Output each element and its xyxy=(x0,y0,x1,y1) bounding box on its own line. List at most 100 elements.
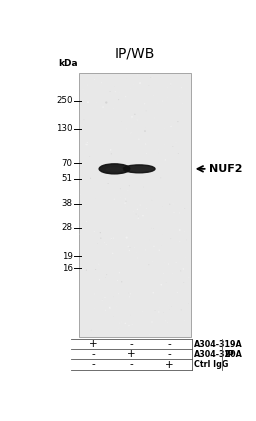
Point xyxy=(147,82,151,88)
Point xyxy=(133,111,137,118)
Point xyxy=(80,164,84,171)
Point xyxy=(185,237,189,243)
Point xyxy=(144,247,148,253)
Point xyxy=(169,235,173,242)
Point xyxy=(136,215,140,222)
Point xyxy=(181,109,185,115)
Point xyxy=(118,269,122,276)
Point xyxy=(163,317,167,324)
Ellipse shape xyxy=(106,168,123,171)
Point xyxy=(123,320,127,327)
Point xyxy=(84,218,89,225)
Ellipse shape xyxy=(123,165,155,173)
Point xyxy=(104,241,108,248)
Point xyxy=(169,81,173,88)
Point xyxy=(128,330,132,337)
Point xyxy=(127,293,132,300)
Text: -: - xyxy=(129,360,133,370)
Point xyxy=(161,270,165,277)
Point xyxy=(99,80,103,86)
Point xyxy=(166,169,170,176)
Point xyxy=(172,209,176,216)
Point xyxy=(135,255,139,261)
Point xyxy=(133,245,137,251)
Point xyxy=(119,118,123,125)
Point xyxy=(171,143,175,150)
Point xyxy=(78,122,82,128)
Point xyxy=(94,190,98,197)
Point xyxy=(99,235,103,242)
Point xyxy=(108,304,112,311)
Text: Ctrl IgG: Ctrl IgG xyxy=(194,360,228,369)
Point xyxy=(79,184,83,191)
Point xyxy=(132,82,136,88)
Text: 19: 19 xyxy=(62,251,73,261)
Text: -: - xyxy=(167,339,171,349)
Point xyxy=(129,290,133,297)
Point xyxy=(92,228,96,235)
Point xyxy=(138,80,142,86)
Point xyxy=(88,153,92,160)
Point xyxy=(85,141,89,148)
Point xyxy=(185,323,189,330)
Ellipse shape xyxy=(130,168,148,171)
Point xyxy=(186,300,190,307)
Text: A304-320A: A304-320A xyxy=(194,350,243,359)
Point xyxy=(157,292,161,298)
Point xyxy=(98,229,102,236)
Point xyxy=(103,294,107,301)
Point xyxy=(147,261,151,268)
Point xyxy=(120,319,124,325)
Point xyxy=(166,261,170,267)
Point xyxy=(128,74,132,80)
Point xyxy=(128,85,132,92)
Point xyxy=(187,274,191,281)
Point xyxy=(153,307,157,314)
Point xyxy=(109,236,113,243)
Point xyxy=(143,145,147,152)
Point xyxy=(145,205,149,212)
Point xyxy=(165,94,169,101)
Point xyxy=(141,212,145,219)
Point xyxy=(119,194,123,201)
Point xyxy=(162,141,166,148)
Point xyxy=(157,147,161,153)
Point xyxy=(135,72,139,78)
Point xyxy=(167,199,171,205)
Text: 28: 28 xyxy=(62,223,73,232)
Point xyxy=(174,259,178,266)
Point xyxy=(94,99,98,106)
Point xyxy=(168,201,172,208)
Point xyxy=(82,91,87,97)
Text: -: - xyxy=(92,349,95,359)
Point xyxy=(170,239,174,246)
Point xyxy=(135,206,140,213)
Point xyxy=(143,164,147,171)
Point xyxy=(159,281,163,288)
Point xyxy=(182,317,186,324)
Point xyxy=(93,305,97,312)
Point xyxy=(81,86,85,93)
Point xyxy=(96,238,100,245)
Point xyxy=(112,196,116,203)
Point xyxy=(126,243,130,250)
Point xyxy=(135,117,140,124)
Point xyxy=(82,161,86,168)
Point xyxy=(178,93,182,100)
Point xyxy=(152,92,156,99)
Point xyxy=(147,331,152,338)
Point xyxy=(114,303,118,310)
Text: IP/WB: IP/WB xyxy=(114,46,155,60)
Text: -: - xyxy=(167,349,171,359)
Point xyxy=(180,101,184,107)
Point xyxy=(157,309,161,315)
Point xyxy=(82,117,86,123)
Point xyxy=(124,198,128,205)
Point xyxy=(112,105,116,112)
Point xyxy=(118,320,122,327)
Point xyxy=(143,124,147,131)
Point xyxy=(171,201,175,208)
Point xyxy=(144,150,148,157)
Point xyxy=(168,115,172,122)
Point xyxy=(109,150,113,157)
